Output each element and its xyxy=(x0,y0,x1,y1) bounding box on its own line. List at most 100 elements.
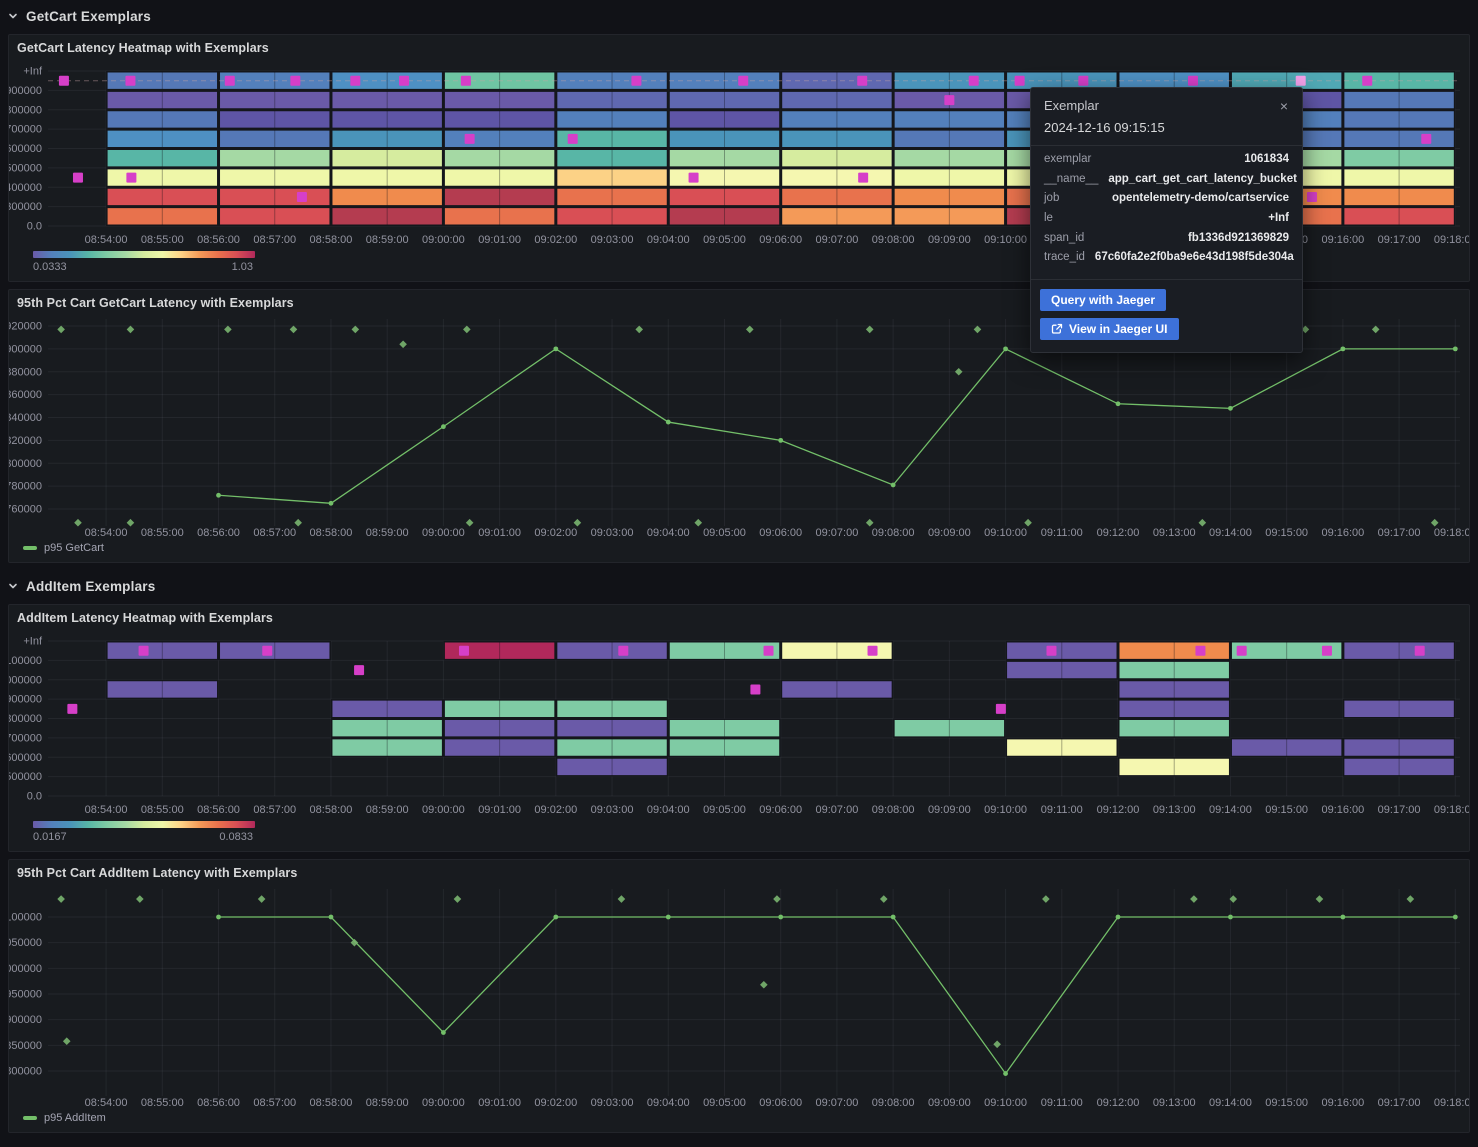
series-point[interactable] xyxy=(890,914,896,920)
heatmap-cell[interactable] xyxy=(555,90,669,110)
exemplar-marker[interactable] xyxy=(631,75,642,86)
heatmap-cell[interactable] xyxy=(443,641,556,661)
heatmap-cell[interactable] xyxy=(1230,641,1343,661)
heatmap-cell[interactable] xyxy=(668,187,781,207)
heatmap-cell[interactable] xyxy=(1118,757,1231,777)
close-icon[interactable]: × xyxy=(1279,98,1288,114)
heatmap-cell[interactable] xyxy=(106,129,219,149)
heatmap-cell[interactable] xyxy=(1118,718,1231,738)
series-point[interactable] xyxy=(553,914,559,920)
exemplar-diamond[interactable] xyxy=(289,325,298,334)
heatmap-cell[interactable] xyxy=(780,129,894,149)
heatmap-cell[interactable] xyxy=(1342,109,1456,130)
heatmap-cell[interactable] xyxy=(330,109,444,130)
exemplar-marker[interactable] xyxy=(58,75,69,86)
exemplar-diamond[interactable] xyxy=(865,325,874,334)
exemplar-diamond[interactable] xyxy=(294,518,302,527)
heatmap-cell[interactable] xyxy=(668,129,781,149)
exemplar-diamond[interactable] xyxy=(617,895,626,903)
heatmap-cell[interactable] xyxy=(780,109,894,130)
exemplar-diamond[interactable] xyxy=(463,325,471,334)
series-point[interactable] xyxy=(1003,346,1008,352)
section-title[interactable]: AddItem Exemplars xyxy=(26,578,156,594)
heatmap-cell[interactable] xyxy=(1118,699,1231,719)
heatmap-cell[interactable] xyxy=(668,737,781,758)
section-header-additem[interactable]: AddItem Exemplars xyxy=(0,572,1478,600)
exemplar-marker[interactable] xyxy=(290,75,301,86)
getcart-line-chart[interactable]: 920000 900000 880000 860000 840000 820000 8000… xyxy=(5,316,1477,569)
heatmap-cell[interactable] xyxy=(1230,737,1343,758)
exemplar-diamond[interactable] xyxy=(57,895,65,903)
exemplar-marker[interactable] xyxy=(125,75,136,86)
exemplar-marker[interactable] xyxy=(1362,75,1373,86)
heatmap-cell[interactable] xyxy=(780,148,894,168)
exemplar-diamond[interactable] xyxy=(865,518,874,527)
heatmap-cell[interactable] xyxy=(106,679,219,700)
exemplar-marker[interactable] xyxy=(399,75,410,86)
heatmap-cell[interactable] xyxy=(330,718,444,738)
heatmap-cell[interactable] xyxy=(1342,641,1456,661)
exemplar-marker[interactable] xyxy=(857,75,868,86)
exemplar-marker[interactable] xyxy=(460,75,471,86)
heatmap-cell[interactable] xyxy=(218,148,331,168)
heatmap-cell[interactable] xyxy=(106,187,219,207)
heatmap-cell[interactable] xyxy=(555,206,669,226)
exemplar-diamond[interactable] xyxy=(62,1037,71,1046)
heatmap-cell[interactable] xyxy=(443,167,556,188)
exemplar-diamond[interactable] xyxy=(973,325,982,334)
exemplar-diamond[interactable] xyxy=(573,518,582,527)
exemplar-diamond[interactable] xyxy=(745,325,754,334)
series-point[interactable] xyxy=(1340,346,1346,352)
exemplar-marker[interactable] xyxy=(459,645,470,656)
exemplar-diamond[interactable] xyxy=(350,938,359,947)
exemplar-diamond[interactable] xyxy=(773,895,781,903)
heatmap-cell[interactable] xyxy=(1118,679,1231,700)
heatmap-cell[interactable] xyxy=(330,206,444,226)
exemplar-marker[interactable] xyxy=(1187,75,1198,86)
series-point[interactable] xyxy=(440,1030,446,1035)
chevron-down-icon[interactable] xyxy=(0,11,26,21)
exemplar-diamond[interactable] xyxy=(136,895,144,903)
series-point[interactable] xyxy=(216,492,221,498)
heatmap-cell[interactable] xyxy=(780,641,894,661)
exemplar-diamond[interactable] xyxy=(1371,325,1380,334)
heatmap-cell[interactable] xyxy=(443,109,556,130)
query-with-jaeger-button[interactable]: Query with Jaeger xyxy=(1040,289,1167,312)
exemplar-marker[interactable] xyxy=(944,95,955,106)
panel-title[interactable]: GetCart Latency Heatmap with Exemplars xyxy=(17,41,269,55)
heatmap-cell[interactable] xyxy=(893,129,1006,149)
exemplar-diamond[interactable] xyxy=(351,325,360,334)
heatmap-cell[interactable] xyxy=(443,90,556,110)
heatmap-cell[interactable] xyxy=(780,90,894,110)
exemplar-marker[interactable] xyxy=(1321,645,1332,656)
exemplar-marker[interactable] xyxy=(1236,645,1247,656)
heatmap-cell[interactable] xyxy=(668,641,781,661)
heatmap-cell[interactable] xyxy=(1342,206,1456,226)
heatmap-cell[interactable] xyxy=(218,109,331,130)
exemplar-marker[interactable] xyxy=(1295,75,1306,86)
heatmap-cell[interactable] xyxy=(893,206,1006,226)
exemplar-marker[interactable] xyxy=(67,703,78,714)
heatmap-cell[interactable] xyxy=(1118,660,1231,680)
exemplar-diamond[interactable] xyxy=(993,1040,1001,1049)
heatmap-cell[interactable] xyxy=(106,641,219,661)
series-point[interactable] xyxy=(328,914,334,920)
series-legend-item[interactable]: p95 AddItem xyxy=(23,1112,106,1124)
exemplar-marker[interactable] xyxy=(867,645,878,656)
heatmap-cell[interactable] xyxy=(555,718,669,738)
exemplar-marker[interactable] xyxy=(750,684,761,695)
heatmap-cell[interactable] xyxy=(218,641,331,661)
heatmap-cell[interactable] xyxy=(218,90,331,110)
series-point[interactable] xyxy=(1452,346,1458,352)
series-point[interactable] xyxy=(1340,914,1346,920)
section-title[interactable]: GetCart Exemplars xyxy=(26,8,151,24)
heatmap-cell[interactable] xyxy=(443,71,556,91)
heatmap-cell[interactable] xyxy=(106,109,219,130)
heatmap-cell[interactable] xyxy=(668,90,781,110)
exemplar-marker[interactable] xyxy=(1078,75,1089,86)
exemplar-marker[interactable] xyxy=(126,172,137,183)
heatmap-cell[interactable] xyxy=(106,206,219,226)
heatmap-cell[interactable] xyxy=(218,71,331,91)
heatmap-cell[interactable] xyxy=(443,718,556,738)
series-point[interactable] xyxy=(1003,1071,1008,1076)
